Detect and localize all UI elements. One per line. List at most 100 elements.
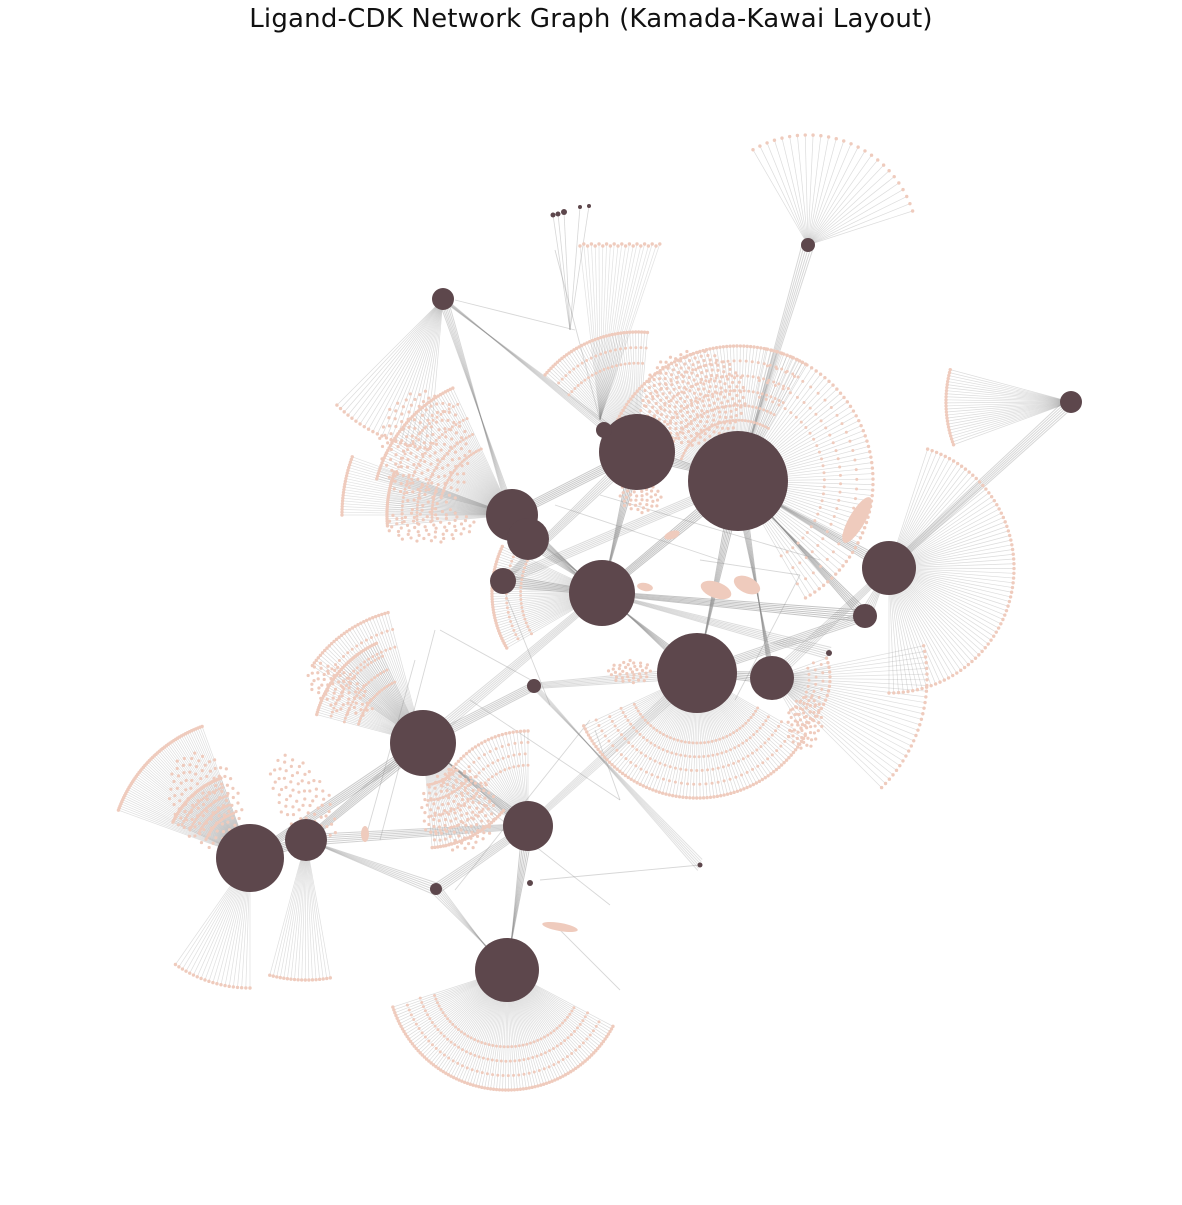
ligand-node <box>462 458 466 462</box>
ligand-node <box>590 739 594 743</box>
ligand-node <box>312 679 316 683</box>
ligand-node <box>463 786 468 790</box>
ligand-node <box>535 1054 539 1058</box>
ligand-node <box>199 840 204 845</box>
ligand-node <box>469 1052 473 1056</box>
ligand-node <box>472 451 476 455</box>
ligand-node <box>686 422 690 426</box>
edge <box>951 401 1072 440</box>
ligand-node <box>310 682 314 686</box>
ligand-node <box>593 337 597 342</box>
ligand-node <box>396 401 400 405</box>
edge <box>946 401 1072 413</box>
ligand-node <box>641 506 646 510</box>
edge <box>419 298 444 448</box>
ligand-node <box>641 715 645 719</box>
ligand-node <box>422 536 426 541</box>
ligand-node <box>685 424 689 428</box>
ligand-node <box>198 813 202 817</box>
ligand-node <box>627 741 631 745</box>
ligand-node <box>729 409 733 413</box>
ligand-node <box>411 473 415 477</box>
ligand-node <box>423 459 427 464</box>
ligand-node <box>641 784 645 788</box>
ligand-node <box>342 631 346 636</box>
ligand-node <box>399 465 404 469</box>
ligand-node <box>896 690 901 695</box>
ligand-node <box>193 834 197 838</box>
ligand-node <box>824 426 828 430</box>
ligand-node <box>679 767 683 771</box>
ligand-node <box>720 401 724 405</box>
ligand-node <box>642 735 646 739</box>
ligand-node <box>820 687 824 691</box>
ligand-node <box>567 393 571 397</box>
ligand-node <box>871 482 875 487</box>
ligand-node <box>826 135 831 139</box>
ligand-node <box>395 522 399 526</box>
ligand-node <box>449 473 453 477</box>
ligand-node <box>622 660 626 665</box>
ligand-node <box>195 814 200 818</box>
edge <box>599 245 611 421</box>
ligand-node <box>545 370 549 375</box>
ligand-node <box>396 1019 401 1023</box>
ligand-node <box>398 489 403 494</box>
edge <box>290 839 307 980</box>
ligand-node <box>665 734 669 738</box>
ligand-node <box>276 758 280 763</box>
ligand-node <box>440 433 444 437</box>
ligand-node <box>951 673 955 678</box>
ligand-node <box>528 628 532 632</box>
edge <box>734 574 801 701</box>
ligand-node <box>797 712 801 717</box>
ligand-node <box>467 530 472 534</box>
ligand-node <box>861 429 865 433</box>
ligand-node <box>348 681 353 686</box>
ligand-node <box>468 769 472 773</box>
ligand-node <box>645 498 649 502</box>
ligand-node <box>686 381 690 385</box>
ligand-node <box>308 789 312 793</box>
ligand-node <box>855 487 859 491</box>
ligand-node <box>420 413 425 417</box>
ligand-node <box>634 764 638 768</box>
ligand-node <box>646 721 650 725</box>
ligand-node <box>441 456 445 461</box>
ligand-node <box>430 506 434 510</box>
ligand-node <box>522 1058 526 1062</box>
ligand-node <box>853 458 857 462</box>
ligand-node <box>752 345 756 349</box>
ligand-node <box>431 418 435 422</box>
ligand-node <box>460 784 464 788</box>
ligand-node <box>230 803 234 807</box>
ligand-node <box>367 657 371 661</box>
ligand-node <box>341 493 345 497</box>
edge <box>752 149 809 246</box>
ligand-node <box>711 394 715 399</box>
ligand-node <box>849 142 853 146</box>
ligand-node <box>479 819 484 823</box>
ligand-node <box>221 830 226 834</box>
ligand-node <box>632 779 636 783</box>
ligand-node <box>837 568 842 572</box>
ligand-node <box>618 672 622 676</box>
ligand-node <box>894 768 899 773</box>
ligand-node <box>619 363 623 367</box>
ligand-node <box>838 490 842 494</box>
ligand-node <box>296 978 300 982</box>
ligand-node <box>426 500 430 504</box>
ligand-node <box>587 1055 592 1059</box>
ligand-node <box>182 771 186 775</box>
ligand-node <box>443 482 447 486</box>
ligand-node <box>995 503 999 507</box>
edge <box>250 742 423 858</box>
ligand-node <box>699 428 703 432</box>
ligand-node <box>583 1015 587 1019</box>
ligand-node <box>683 436 687 440</box>
ligand-node <box>648 757 652 761</box>
ligand-node <box>725 734 729 738</box>
ligand-node <box>519 741 523 745</box>
ligand-node <box>480 1071 484 1075</box>
ligand-node <box>446 478 450 482</box>
